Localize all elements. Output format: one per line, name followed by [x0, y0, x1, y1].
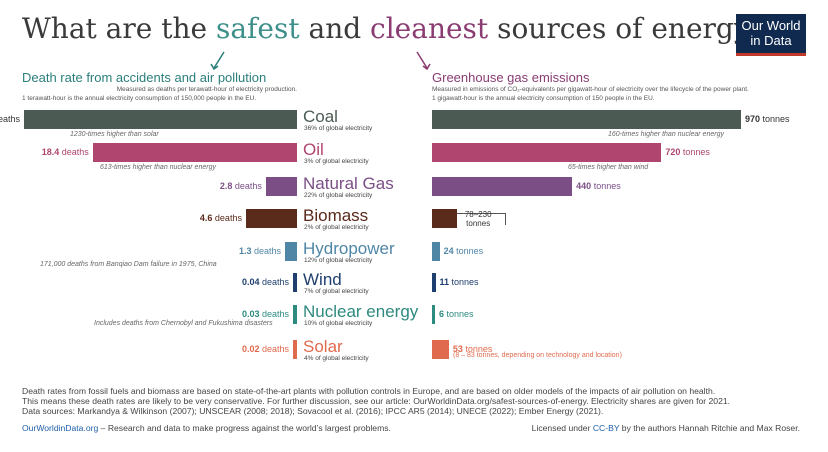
- death-label-biomass: 4.6 deaths: [199, 213, 242, 223]
- logo-line-1: Our World: [741, 18, 801, 33]
- owid-logo[interactable]: Our World in Data: [736, 14, 806, 56]
- emissions-bar-natural-gas: [432, 177, 573, 196]
- death-bar-wind: [293, 273, 297, 292]
- death-bar-biomass: [245, 209, 297, 228]
- emissions-label-biomass: 78–230 tonnes: [464, 210, 492, 228]
- emissions-subtitle-1: Measured in emissions of CO₂-equivalents…: [432, 86, 749, 93]
- footer-note-2: This means these death rates are likely …: [22, 396, 731, 406]
- source-share-nuclear-energy: 10% of global electricity: [304, 320, 373, 327]
- death-bar-oil: [92, 143, 297, 162]
- source-name-wind: Wind: [303, 270, 342, 289]
- death-rate-subtitle-2: 1 terawatt-hour is the annual electricit…: [22, 95, 257, 102]
- emissions-bar-solar: [432, 340, 449, 359]
- emissions-label-solar: 53 tonnes: [452, 344, 493, 354]
- nuclear-death-note: Includes deaths from Chernobyl and Fukus…: [94, 320, 273, 327]
- emissions-label-oil: 720 tonnes: [665, 147, 710, 157]
- death-rate-subtitle-1: Measured as deaths per terawatt-hour of …: [116, 86, 297, 93]
- source-share-natural-gas: 22% of global electricity: [304, 192, 373, 199]
- death-value-hydropower: 1.3: [238, 246, 252, 256]
- source-name-natural-gas: Natural Gas: [303, 174, 394, 193]
- solar-emissions-note: (8 – 83 tonnes, depending on technology …: [453, 352, 622, 359]
- source-name-oil: Oil: [303, 140, 324, 159]
- death-label-nuclear-energy: 0.03 deaths: [241, 309, 289, 319]
- death-label-oil: 18.4 deaths: [41, 147, 89, 157]
- oil-emissions-note: 65-times higher than wind: [568, 164, 649, 171]
- death-value-nuclear-energy: 0.03: [241, 309, 260, 319]
- death-bar-solar: [293, 340, 297, 359]
- oil-death-note: 613-times higher than nuclear energy: [100, 164, 216, 171]
- death-label-solar: 0.02 deaths: [241, 344, 289, 354]
- death-bar-coal: [24, 110, 297, 129]
- cc-by-link[interactable]: CC-BY: [592, 423, 620, 433]
- footer-tagline: – Research and data to make progress aga…: [98, 423, 391, 433]
- emissions-label-coal: 970 tonnes: [745, 114, 790, 124]
- title-cleanest: cleanest: [370, 12, 489, 45]
- death-label-hydropower: 1.3 deaths: [238, 246, 281, 256]
- coal-emissions-note: 160-times higher than nuclear energy: [608, 131, 724, 138]
- logo-line-2: in Data: [750, 33, 792, 48]
- source-name-nuclear-energy: Nuclear energy: [303, 302, 419, 321]
- death-bar-natural-gas: [265, 177, 297, 196]
- footer-credit: OurWorldinData.org – Research and data t…: [22, 423, 391, 433]
- death-label-coal: 24.6 deaths: [0, 114, 20, 124]
- source-share-hydropower: 12% of global electricity: [304, 257, 373, 264]
- source-name-solar: Solar: [303, 337, 343, 356]
- title-part-2: and: [299, 12, 371, 45]
- death-value-biomass: 4.6: [199, 213, 213, 223]
- death-label-natural-gas: 2.8 deaths: [219, 181, 262, 191]
- emissions-value-solar: 53: [452, 344, 463, 354]
- emissions-label-hydropower: 24 tonnes: [443, 246, 484, 256]
- license-text: Licensed under CC-BY by the authors Hann…: [532, 423, 800, 433]
- emissions-bar-biomass: [432, 209, 457, 228]
- coal-death-note: 1230-times higher than solar: [70, 131, 159, 138]
- source-share-biomass: 2% of global electricity: [304, 224, 369, 231]
- emissions-label-nuclear-energy: 6 tonnes: [439, 309, 474, 319]
- source-share-coal: 36% of global electricity: [304, 125, 373, 132]
- death-value-oil: 18.4: [41, 147, 60, 157]
- source-name-biomass: Biomass: [303, 206, 369, 225]
- death-bar-hydropower: [285, 242, 297, 261]
- title-safest: safest: [215, 12, 300, 45]
- arrow-down-left-icon: [210, 51, 225, 71]
- license-prefix: Licensed under: [531, 423, 593, 433]
- death-label-wind: 0.04 deaths: [241, 277, 289, 287]
- death-value-solar: 0.02: [241, 344, 260, 354]
- emissions-value-nuclear-energy: 6: [439, 309, 445, 319]
- license-authors: by the authors Hannah Ritchie and Max Ro…: [619, 423, 800, 433]
- emissions-value-coal: 970: [745, 114, 761, 124]
- title-part-3: sources of energy?: [488, 12, 765, 45]
- source-share-oil: 3% of global electricity: [304, 158, 369, 165]
- emissions-value-oil: 720: [665, 147, 681, 157]
- emissions-bar-wind: [432, 273, 436, 292]
- emissions-range-biomass: [456, 213, 507, 225]
- emissions-bar-coal: [432, 110, 741, 129]
- arrow-down-right-icon: [416, 51, 431, 71]
- death-value-natural-gas: 2.8: [219, 181, 233, 191]
- footer-note-1: Death rates from fossil fuels and biomas…: [22, 386, 716, 396]
- title-part-1: What are the: [22, 12, 216, 45]
- source-share-solar: 4% of global electricity: [304, 355, 369, 362]
- source-share-wind: 7% of global electricity: [304, 288, 369, 295]
- source-name-coal: Coal: [303, 107, 338, 126]
- hydro-death-note: 171,000 deaths from Banqiao Dam failure …: [40, 261, 217, 268]
- emissions-value-hydropower: 24: [443, 246, 454, 256]
- emissions-bar-nuclear-energy: [432, 305, 435, 324]
- emissions-value-natural-gas: 440: [576, 181, 592, 191]
- source-name-hydropower: Hydropower: [303, 239, 395, 258]
- footer-sources: Data sources: Markandya & Wilkinson (200…: [22, 406, 604, 416]
- site-link[interactable]: OurWorldinData.org: [22, 423, 99, 433]
- emissions-subtitle-2: 1 gigawatt-hour is the annual electricit…: [432, 95, 655, 102]
- emissions-label-natural-gas: 440 tonnes: [576, 181, 621, 191]
- emissions-bar-hydropower: [432, 242, 440, 261]
- death-value-wind: 0.04: [241, 277, 260, 287]
- emissions-label-wind: 11 tonnes: [439, 277, 479, 287]
- page-title: What are the safest and cleanest sources…: [22, 12, 765, 45]
- death-bar-nuclear-energy: [293, 305, 297, 324]
- emissions-title: Greenhouse gas emissions: [432, 70, 590, 85]
- emissions-bar-oil: [432, 143, 662, 162]
- emissions-value-wind: 11: [439, 277, 450, 287]
- death-rate-title: Death rate from accidents and air pollut…: [22, 70, 267, 85]
